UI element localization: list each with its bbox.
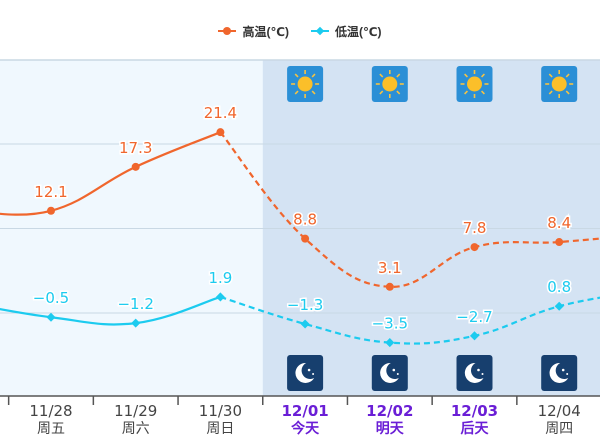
x-label-date: 11/29	[114, 402, 157, 420]
data-label: 8.4	[547, 214, 571, 232]
legend-item-high[interactable]: 高温(℃)	[218, 20, 289, 42]
data-label: 12.1	[34, 183, 67, 201]
x-label-weekday: 后天	[461, 420, 490, 437]
high-series-swatch-icon	[218, 26, 237, 36]
chart-legend: 高温(℃) 低温(℃)	[0, 20, 600, 42]
data-label: −1.2	[117, 295, 153, 313]
data-label: −1.3	[287, 296, 323, 314]
legend-item-low[interactable]: 低温(℃)	[311, 20, 382, 42]
data-point[interactable]	[215, 292, 225, 302]
x-label-weekday: 周五	[37, 421, 65, 437]
data-label: 17.3	[119, 139, 152, 157]
data-label: 1.9	[208, 269, 232, 287]
x-label-weekday: 周四	[545, 421, 573, 437]
data-point[interactable]	[47, 206, 55, 215]
sun-icon	[456, 66, 493, 102]
sun-icon	[541, 66, 578, 102]
data-label: 21.4	[204, 104, 237, 122]
x-label-weekday: 明天	[376, 421, 405, 437]
data-point[interactable]	[216, 128, 225, 137]
x-label-date: 12/03	[451, 402, 498, 420]
data-label: 3.1	[378, 259, 402, 277]
x-label-date: 12/04	[538, 402, 581, 420]
data-point[interactable]	[131, 162, 140, 171]
x-label-date: 12/02	[366, 402, 413, 420]
data-label: −0.5	[33, 289, 69, 307]
data-label: 0.8	[547, 278, 571, 296]
sun-icon	[371, 66, 408, 102]
data-label: 8.8	[293, 211, 317, 229]
moon-icon	[541, 355, 578, 391]
data-point[interactable]	[131, 318, 141, 328]
data-label: −2.7	[456, 308, 492, 326]
x-label-weekday: 今天	[290, 420, 320, 437]
legend-label-high: 高温(℃)	[242, 24, 289, 39]
data-point[interactable]	[301, 234, 310, 243]
data-point[interactable]	[554, 301, 564, 311]
moon-icon	[287, 355, 324, 391]
x-label-weekday: 周日	[206, 421, 234, 437]
sun-icon	[287, 66, 324, 102]
data-point[interactable]	[555, 238, 564, 247]
series-line-dashed	[220, 295, 600, 345]
legend-label-low: 低温(℃)	[335, 24, 382, 39]
data-point[interactable]	[470, 243, 479, 252]
data-label: 7.8	[463, 219, 487, 237]
x-label-date: 11/30	[199, 402, 242, 420]
x-label-weekday: 周六	[122, 421, 150, 437]
data-point[interactable]	[385, 282, 394, 291]
x-label-date: 12/01	[281, 402, 328, 420]
series-line-solid	[0, 295, 221, 326]
x-label-date: 11/28	[29, 402, 72, 420]
moon-icon	[456, 355, 493, 391]
data-label: −3.5	[372, 315, 408, 333]
moon-icon	[371, 355, 408, 391]
series-line-solid	[0, 131, 221, 216]
low-series-swatch-icon	[311, 26, 329, 36]
